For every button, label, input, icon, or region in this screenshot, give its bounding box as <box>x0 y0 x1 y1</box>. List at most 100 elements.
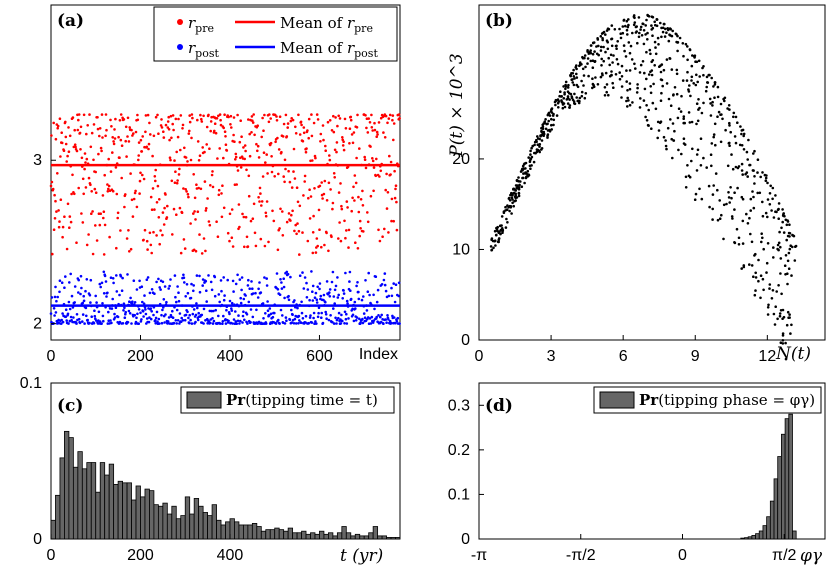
r_pre-point <box>161 211 165 214</box>
r_pre-point <box>163 206 166 210</box>
r_post-point <box>178 312 182 315</box>
scatter-point <box>697 98 700 101</box>
r_pre-point <box>263 113 266 117</box>
scatter-point <box>711 218 714 221</box>
histogram-bar <box>265 529 271 540</box>
r_post-point <box>64 308 68 312</box>
scatter-point <box>564 80 568 84</box>
scatter-point <box>504 209 507 212</box>
scatter-point <box>668 33 671 36</box>
scatter-point <box>770 209 773 212</box>
r_post-point <box>255 308 258 312</box>
r_pre-point <box>365 126 368 130</box>
r_post-point <box>81 301 85 305</box>
scatter-point <box>642 29 646 32</box>
r_pre-point <box>266 172 269 175</box>
r_pre-point <box>160 118 163 121</box>
r_post-point <box>337 316 340 320</box>
r_pre-point <box>173 181 177 184</box>
scatter-point <box>761 214 765 218</box>
r_pre-point <box>207 113 210 117</box>
r_pre-point <box>307 196 310 200</box>
r_pre-point <box>96 127 100 131</box>
scatter-point <box>789 244 792 247</box>
r_pre-point <box>154 179 157 183</box>
r_pre-point <box>389 160 393 164</box>
scatter-point <box>782 213 785 216</box>
r_pre-point <box>370 126 374 129</box>
scatter-point <box>637 16 641 19</box>
r_pre-point <box>329 188 332 191</box>
scatter-point <box>605 39 609 42</box>
r_pre-point <box>322 192 326 196</box>
scatter-point <box>792 234 796 238</box>
scatter-point <box>793 259 797 262</box>
scatter-point <box>652 82 655 86</box>
scatter-point <box>642 99 646 102</box>
scatter-point <box>530 146 533 150</box>
histogram-bar <box>390 537 396 540</box>
r_post-point <box>115 290 119 293</box>
panel-a-legend-box <box>153 6 398 62</box>
r_pre-point <box>127 140 131 143</box>
r_post-point <box>332 307 335 310</box>
r_pre-point <box>165 216 169 219</box>
r_pre-point <box>275 119 279 122</box>
r_post-point <box>75 322 78 325</box>
scatter-point <box>733 135 737 138</box>
r_pre-point <box>275 115 278 118</box>
r_post-point <box>195 302 198 305</box>
histogram-bar <box>113 483 119 540</box>
r_pre-point <box>53 217 57 220</box>
r_post-point <box>204 279 208 283</box>
r_post-point <box>121 322 125 325</box>
r_pre-point <box>208 147 211 150</box>
scatter-point <box>634 67 637 70</box>
scatter-point <box>671 122 675 125</box>
r_pre-point <box>77 118 80 122</box>
r_pre-point <box>148 231 152 235</box>
r_post-point <box>240 288 243 292</box>
scatter-point <box>644 33 647 36</box>
r_post-point <box>311 284 315 288</box>
scatter-point <box>497 237 501 240</box>
scatter-point <box>682 142 686 145</box>
scatter-point <box>568 106 571 109</box>
scatter-point <box>620 64 624 68</box>
r_pre-point <box>101 136 104 139</box>
r_pre-point <box>259 192 262 195</box>
r_post-point <box>309 314 312 317</box>
r_post-point <box>160 313 163 317</box>
r_pre-point <box>120 176 123 180</box>
r_post-point <box>50 296 54 299</box>
r_pre-point <box>179 114 183 117</box>
panel-a-legend: rpre Mean of rpre rpost Mean of rpost <box>153 6 398 62</box>
scatter-point <box>552 118 556 122</box>
scatter-point <box>622 44 626 47</box>
histogram-bar <box>251 523 258 540</box>
r_pre-point <box>270 170 274 174</box>
histogram-bar <box>220 524 226 540</box>
r_post-point <box>146 276 150 279</box>
r_post-point <box>345 312 348 316</box>
scatter-point <box>550 128 553 131</box>
r_pre-point <box>81 221 85 224</box>
scatter-point <box>781 308 785 312</box>
scatter-point <box>789 332 792 335</box>
scatter-point <box>628 69 632 72</box>
r_post-point <box>69 315 73 319</box>
r_post-point <box>217 293 221 296</box>
scatter-point <box>613 28 617 31</box>
r_pre-point <box>222 126 225 130</box>
scatter-point <box>578 64 581 68</box>
r_pre-point <box>308 188 311 191</box>
r_post-point <box>307 321 311 325</box>
r_pre-point <box>132 197 136 201</box>
scatter-point <box>666 126 670 130</box>
scatter-point <box>700 111 704 115</box>
scatter-point <box>740 144 744 147</box>
scatter-point <box>710 76 713 80</box>
scatter-point <box>785 323 789 327</box>
r_post-point <box>158 286 161 289</box>
r_pre-point <box>144 130 147 134</box>
